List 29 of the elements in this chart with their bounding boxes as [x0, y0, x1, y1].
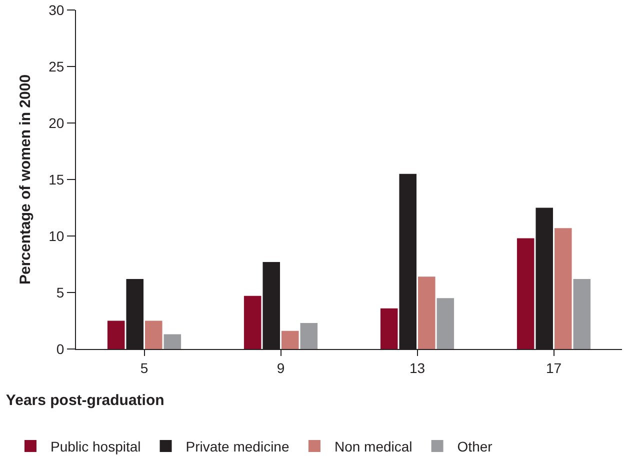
x-tick-label: 9 — [276, 360, 285, 376]
bar — [300, 323, 318, 349]
y-tick-label: 0 — [56, 340, 64, 357]
y-tick-label: 10 — [48, 228, 64, 244]
bar — [380, 308, 398, 349]
x-tick-label: 13 — [409, 360, 426, 376]
x-axis-title: Years post-graduation — [6, 392, 164, 409]
legend-label: Public hospital — [50, 438, 141, 454]
bar — [573, 278, 591, 349]
y-axis-title: Percentage of women in 2000 — [16, 74, 34, 285]
x-tick-label: 17 — [546, 360, 562, 376]
bar — [516, 238, 534, 349]
y-tick-label: 20 — [48, 114, 64, 131]
bar — [436, 298, 454, 349]
y-tick-label: 30 — [48, 2, 64, 18]
legend-label: Non medical — [334, 438, 412, 454]
bar — [244, 296, 262, 349]
x-tick-label: 5 — [140, 360, 148, 376]
y-tick-label: 5 — [56, 284, 64, 300]
bar — [145, 320, 162, 349]
legend-label: Other — [457, 438, 493, 454]
bar — [418, 276, 436, 349]
bar — [164, 334, 182, 349]
y-tick-label: 15 — [48, 171, 64, 188]
bar — [554, 228, 572, 349]
bar — [282, 330, 299, 349]
y-tick-label: 25 — [48, 58, 64, 74]
legend-label: Private medicine — [186, 438, 290, 454]
bar — [107, 320, 125, 349]
